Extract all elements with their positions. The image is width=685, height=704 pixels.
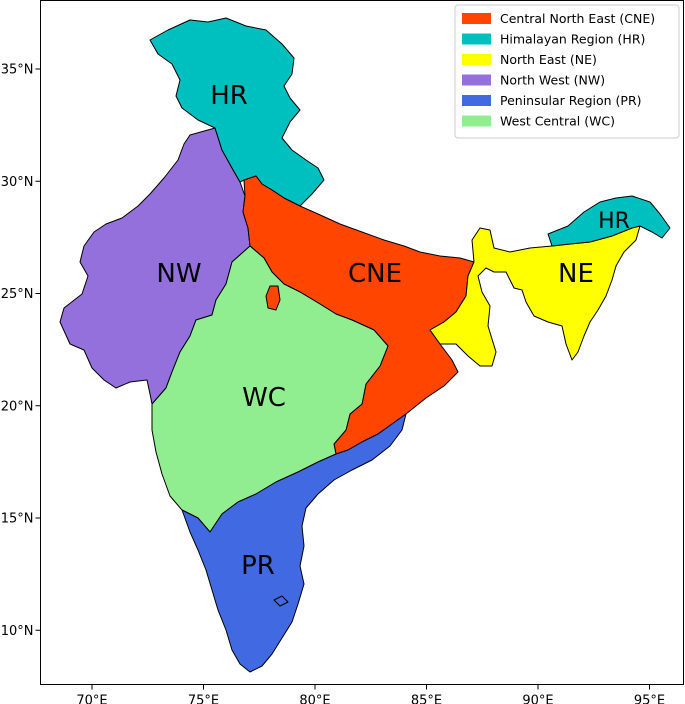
y-tick-label: 15°N [1, 512, 34, 527]
label-cne: CNE [348, 259, 402, 289]
x-tick-label: 80°E [299, 694, 330, 704]
region-polygons [59, 17, 671, 673]
label-pr: PR [241, 551, 275, 581]
y-tick-label: 20°N [1, 399, 34, 414]
legend-label-nw: North West (NW) [500, 73, 605, 88]
y-tick-label: 25°N [1, 287, 34, 302]
y-tick-label: 10°N [1, 624, 34, 639]
label-wc: WC [242, 383, 286, 413]
legend-swatch-hr [462, 33, 491, 45]
x-tick-label: 95°E [634, 694, 665, 704]
legend-swatch-pr [462, 95, 491, 106]
region-hr-east [547, 195, 671, 247]
legend-label-cne: Central North East (CNE) [500, 11, 655, 26]
x-tick-label: 85°E [411, 694, 442, 704]
region-cne-enclave [265, 285, 281, 311]
legend-label-wc: West Central (WC) [500, 114, 615, 129]
region-hr-main [149, 17, 325, 207]
legend-label-hr: Himalayan Region (HR) [500, 32, 645, 47]
region-labels: HR NW CNE NE HR WC PR [156, 81, 630, 581]
label-hr-main: HR [210, 81, 248, 111]
region-pr [181, 413, 407, 673]
x-tick-label: 70°E [76, 694, 107, 704]
legend-label-ne: North East (NE) [500, 52, 597, 67]
legend-swatch-wc [462, 115, 491, 127]
legend: Central North East (CNE) Himalayan Region… [454, 4, 680, 139]
legend-swatch-nw [462, 74, 491, 86]
y-tick-label: 30°N [1, 175, 34, 190]
x-axis: 70°E 75°E 80°E 85°E 90°E 95°E [76, 684, 665, 704]
y-tick-label: 35°N [1, 63, 34, 78]
region-pr-detail [273, 595, 289, 607]
label-nw: NW [156, 259, 201, 289]
y-axis: 35°N 30°N 25°N 20°N 15°N 10°N [1, 63, 41, 639]
label-hr-east: HR [598, 209, 630, 234]
x-tick-label: 75°E [188, 694, 219, 704]
legend-swatch-ne [462, 54, 491, 65]
legend-box [454, 4, 680, 139]
x-tick-label: 90°E [522, 694, 553, 704]
legend-label-pr: Peninsular Region (PR) [500, 93, 642, 108]
label-ne: NE [558, 259, 594, 289]
legend-swatch-cne [462, 13, 491, 24]
